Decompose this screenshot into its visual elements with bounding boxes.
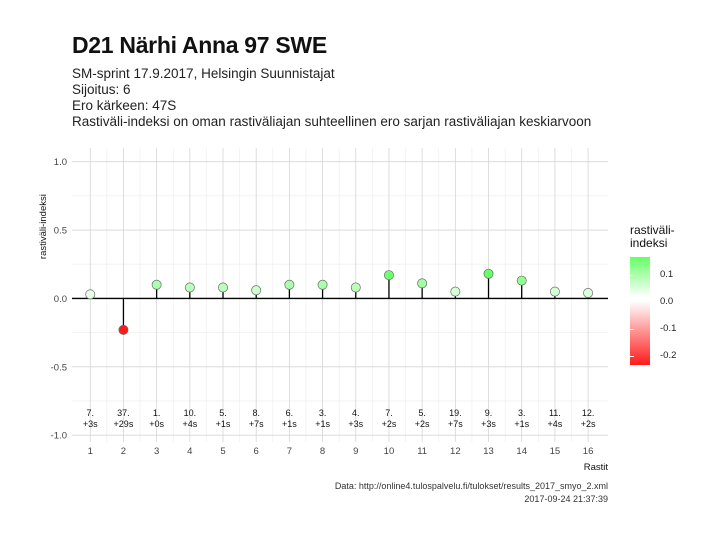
rank-label: 11. [549,408,561,418]
x-tick-label: 3 [154,446,159,457]
y-axis-title: rastiväli-indeksi [38,194,49,259]
major-gridlines [72,148,608,442]
time-diff-label: +1s [282,419,297,429]
rank-label: 1. [153,408,161,418]
x-tick-label: 16 [583,446,594,457]
data-point [118,324,129,335]
x-axis-ticks: 1 2 3 4 5 6 7 8 9 10 11 12 13 14 15 16 [88,446,594,457]
time-diff-label: +7s [249,419,264,429]
data-point [549,286,560,297]
x-tick-label: 14 [516,446,527,457]
legend-label: 0.1 [660,269,674,280]
time-diff-label: +3s [83,419,98,429]
y-tick-label: -0.5 [51,362,67,373]
legend-title: rastiväli- indeksi [630,224,675,250]
data-point [151,279,162,290]
data-point [85,289,96,300]
time-diff-label: +4s [182,419,197,429]
subtitle-description: Rastiväli-indeksi on oman rastiväliajan … [72,114,592,129]
x-tick-label: 11 [417,446,427,457]
time-diff-label: +2s [415,419,430,429]
legend-tick-mark [630,302,634,303]
chart-title: D21 Närhi Anna 97 SWE [72,32,327,58]
data-point [450,286,461,297]
x-tick-label: 13 [483,446,494,457]
rank-label: 5. [418,408,426,418]
x-tick-label: 12 [450,446,461,457]
data-point [417,278,428,289]
legend-tick-mark [630,329,634,330]
x-tick-label: 7 [287,446,292,457]
time-diff-label: +1s [315,419,330,429]
time-diff-label: +7s [448,419,463,429]
subtitle-event: SM-sprint 17.9.2017, Helsingin Suunnista… [72,66,335,81]
data-point [317,279,328,290]
rank-label: 7. [385,408,393,418]
y-tick-label: 1.0 [54,157,67,168]
rank-label: 37. [117,408,130,418]
y-tick-label: 0.0 [54,294,67,305]
rank-label: 3. [319,408,327,418]
legend-tick-mark [630,275,634,276]
x-tick-label: 1 [88,446,93,457]
time-diff-label: +1s [216,419,231,429]
x-tick-label: 2 [121,446,126,457]
rank-label: 5. [219,408,227,418]
time-diff-label: +4s [548,419,563,429]
data-point [516,275,527,286]
data-point [184,282,195,293]
legend-label: -0.1 [660,323,677,334]
subtitle-placement: Sijoitus: 6 [72,82,131,97]
rank-label: 9. [485,408,493,418]
rank-label: 3. [518,408,526,418]
y-axis-ticks: 1.0 0.5 0.0 -0.5 -1.0 [51,157,67,441]
time-diff-label: +1s [514,419,529,429]
legend-title-line-1: rastiväli- [630,223,675,237]
data-point [350,282,361,293]
x-tick-label: 5 [220,446,225,457]
split-annotations: 7.+3s37.+29s1.+0s10.+4s5.+1s8.+7s6.+1s3.… [83,408,596,429]
x-tick-label: 6 [254,446,259,457]
data-point [483,268,494,279]
data-point [384,270,394,281]
x-axis-title: Rastit [584,462,609,473]
data-source: Data: http://online4.tulospalvelu.fi/tul… [334,481,608,491]
data-point [218,282,228,293]
time-diff-label: +3s [481,419,496,429]
time-diff-label: +0s [149,419,164,429]
legend-color-bar [630,257,650,365]
data-point [583,287,594,298]
rank-label: 4. [352,408,360,418]
y-tick-label: -1.0 [51,431,67,442]
legend-tick-mark [630,356,634,357]
rank-label: 19. [449,408,462,418]
subtitle-gap: Ero kärkeen: 47S [72,98,177,113]
time-diff-label: +2s [581,419,596,429]
y-tick-label: 0.5 [54,226,67,237]
rank-label: 10. [184,408,197,418]
time-diff-label: +3s [348,419,363,429]
minor-gridlines [72,148,608,442]
legend-label: 0.0 [660,296,674,307]
x-tick-label: 4 [187,446,192,457]
x-tick-label: 10 [384,446,395,457]
legend-title-line-2: indeksi [630,236,668,250]
rank-label: 8. [252,408,260,418]
x-tick-label: 8 [320,446,325,457]
time-diff-label: +29s [114,419,134,429]
timestamp: 2017-09-24 21:37:39 [524,494,608,504]
legend-label: -0.2 [660,350,677,361]
rank-label: 7. [86,408,94,418]
data-point [284,279,295,290]
x-tick-label: 9 [353,446,358,457]
time-diff-label: +2s [382,419,397,429]
rank-label: 12. [582,408,595,418]
data-point [251,285,262,296]
lollipop-points [85,268,594,335]
x-tick-label: 15 [550,446,561,457]
rank-label: 6. [286,408,294,418]
